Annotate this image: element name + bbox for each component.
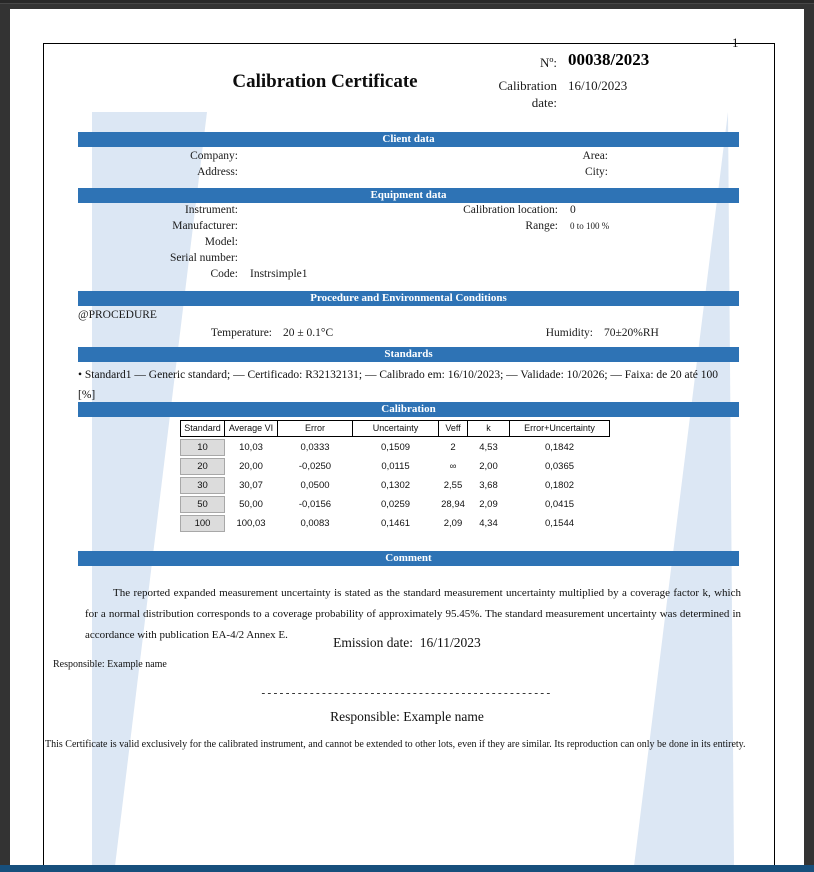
certificate-number-label: Nº: [539, 55, 557, 70]
calibration-location-value: 0 [570, 204, 576, 216]
value-cell: 20,00 [239, 461, 263, 472]
value-cell: 10,03 [239, 442, 263, 453]
section-header-procedure: Procedure and Environmental Conditions [78, 291, 739, 306]
value-cell: 0,1802 [544, 480, 575, 491]
area-label: Area: [582, 150, 608, 162]
standard-cell: 20 [180, 458, 225, 475]
table-row: 30 30,07 0,0500 0,1302 2,55 3,68 0,1802 [180, 477, 609, 494]
value-cell: 0,1461 [380, 518, 411, 529]
temperature-value: 20 ± 0.1°C [283, 327, 334, 339]
value-cell: 30,07 [239, 480, 263, 491]
section-header-comment: Comment [78, 551, 739, 566]
address-label: Address: [197, 166, 238, 178]
procedure-name: @PROCEDURE [78, 309, 157, 321]
page-border-frame [43, 43, 775, 872]
range-label: Range: [525, 220, 558, 232]
value-cell: 2,09 [479, 499, 498, 510]
serial-number-label: Serial number: [169, 252, 238, 264]
validity-disclaimer: This Certificate is valid exclusively fo… [45, 739, 746, 750]
value-cell: 0,0500 [300, 480, 330, 491]
value-cell: 0,1509 [380, 442, 411, 453]
column-header: Error [277, 420, 353, 437]
value-cell: 28,94 [441, 499, 465, 510]
calibration-date-label: Calibration date: [498, 78, 558, 110]
value-cell: 0,0259 [380, 499, 411, 510]
value-cell: 0,1842 [544, 442, 575, 453]
value-cell: ∞ [449, 461, 457, 472]
certificate-number-value: 00038/2023 [568, 50, 650, 69]
standard-cell: 50 [180, 496, 225, 513]
standard-cell: 30 [180, 477, 225, 494]
section-header-standards: Standards [78, 347, 739, 362]
responsible-line-center: Responsible: Example name [330, 709, 484, 724]
value-cell: 100,03 [236, 518, 266, 529]
value-cell: 0,0333 [300, 442, 330, 453]
value-cell: 0,0083 [300, 518, 330, 529]
value-cell: -0,0250 [298, 461, 332, 472]
comment-paragraph: The reported expanded measurement uncert… [85, 587, 741, 641]
section-header-equipment-data: Equipment data [78, 188, 739, 203]
value-cell: 0,0415 [544, 499, 575, 510]
column-header: Veff [438, 420, 468, 437]
value-cell: 4,53 [479, 442, 498, 453]
calibration-table: Standard Average VI Error Uncertainty Veff k E… [180, 420, 610, 532]
company-label: Company: [190, 150, 238, 162]
city-label: City: [584, 166, 608, 178]
calibration-table-header: Standard Average VI Error Uncertainty Veff k E… [180, 420, 610, 437]
certificate-page: 1 Calibration Certificate Nº: 00038/2023… [10, 9, 804, 872]
value-cell: 0,1302 [380, 480, 411, 491]
standard-cell: 10 [180, 439, 225, 456]
emission-date-value: 16/11/2023 [419, 635, 481, 650]
standards-description: • Standard1 — Generic standard; — Certif… [78, 369, 719, 401]
calibration-location-label: Calibration location: [463, 204, 558, 216]
calibration-table-body: 10 10,03 0,0333 0,1509 2 4,53 0,1842 20 20,00 -0,… [180, 439, 609, 532]
emission-date-line: Emission date: 16/11/2023 [10, 635, 804, 651]
instrument-label: Instrument: [184, 204, 238, 216]
standard-cell: 100 [180, 515, 225, 532]
page-number: 1 [732, 35, 739, 50]
table-row: 50 50,00 -0,0156 0,0259 28,94 2,09 0,0415 [180, 496, 609, 513]
bottom-blue-bar [0, 865, 814, 872]
range-value: 0 to 100 % [570, 221, 610, 231]
value-cell: 2,55 [443, 480, 463, 491]
value-cell: 4,34 [479, 518, 498, 529]
column-header: Error+Uncertainty [509, 420, 610, 437]
table-row: 20 20,00 -0,0250 0,0115 ∞ 2,00 0,0365 [180, 458, 609, 475]
humidity-value: 70±20%RH [604, 327, 659, 339]
value-cell: 2,09 [443, 518, 463, 529]
signature-dashed-line: ----------------------------------------… [261, 687, 553, 699]
model-label: Model: [204, 236, 238, 248]
calibration-date-value: 16/10/2023 [568, 78, 628, 93]
section-header-client-data: Client data [78, 132, 739, 147]
value-cell: -0,0156 [298, 499, 332, 510]
value-cell: 2,00 [479, 461, 498, 472]
temperature-label: Temperature: [210, 327, 272, 339]
section-header-calibration: Calibration [78, 402, 739, 417]
column-header: k [467, 420, 510, 437]
window-top-edge [0, 0, 814, 4]
page-title: Calibration Certificate [232, 71, 418, 92]
emission-date-label: Emission date: [333, 635, 414, 650]
value-cell: 3,68 [479, 480, 498, 491]
value-cell: 50,00 [239, 499, 263, 510]
value-cell: 0,1544 [544, 518, 575, 529]
column-header: Average VI [224, 420, 278, 437]
code-value: Instrsimple1 [250, 268, 308, 280]
manufacturer-label: Manufacturer: [172, 220, 238, 232]
value-cell: 2 [450, 442, 456, 453]
table-row: 10 10,03 0,0333 0,1509 2 4,53 0,1842 [180, 439, 609, 456]
column-header: Standard [180, 420, 225, 437]
code-label: Code: [210, 268, 238, 280]
responsible-line-small: Responsible: Example name [53, 659, 167, 670]
table-row: 100 100,03 0,0083 0,1461 2,09 4,34 0,1544 [180, 515, 609, 532]
value-cell: 0,0365 [544, 461, 575, 472]
value-cell: 0,0115 [381, 461, 410, 472]
column-header: Uncertainty [352, 420, 439, 437]
humidity-label: Humidity: [545, 327, 593, 339]
